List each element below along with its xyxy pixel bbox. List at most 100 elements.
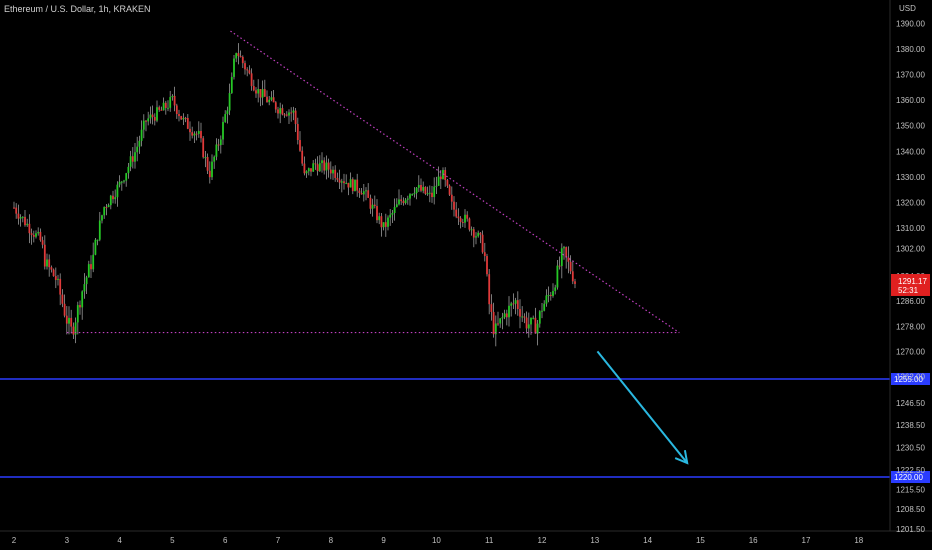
candle-up xyxy=(92,254,95,270)
candle-down xyxy=(380,216,383,228)
candle-down xyxy=(178,113,180,117)
candle-up xyxy=(521,316,524,318)
candle-down xyxy=(244,63,246,70)
candle-up xyxy=(321,160,323,164)
candle-down xyxy=(450,194,453,202)
x-tick-label: 9 xyxy=(381,536,386,545)
candle-up xyxy=(312,163,315,172)
candle-down xyxy=(237,53,240,57)
candle-down xyxy=(17,213,20,219)
candle-down xyxy=(59,278,62,295)
candle-up xyxy=(76,305,79,323)
chart-title: Ethereum / U.S. Dollar, 1h, KRAKEN xyxy=(4,4,151,14)
candle-down xyxy=(314,163,317,165)
candle-up xyxy=(387,217,389,227)
candle-up xyxy=(204,157,207,159)
candle-up xyxy=(109,195,112,206)
candle-down xyxy=(105,207,108,209)
candle-up xyxy=(560,248,563,267)
last-price-badge xyxy=(891,273,930,296)
candle-down xyxy=(43,244,46,267)
candle-down xyxy=(347,182,350,188)
candle-up xyxy=(349,179,352,188)
candle-up xyxy=(162,102,165,111)
descending-trendline[interactable] xyxy=(230,30,680,334)
x-tick-label: 16 xyxy=(749,536,758,545)
candle-up xyxy=(563,247,565,249)
x-tick-label: 15 xyxy=(696,536,705,545)
y-tick-label: 1201.50 xyxy=(896,525,925,534)
candle-up xyxy=(541,310,543,312)
candle-up xyxy=(19,217,22,219)
y-tick-label: 1238.50 xyxy=(896,421,925,430)
candle-down xyxy=(90,264,92,270)
x-tick-label: 11 xyxy=(485,536,494,545)
candle-down xyxy=(336,177,339,180)
x-tick-label: 5 xyxy=(170,536,175,545)
candle-down xyxy=(195,133,198,135)
candle-down xyxy=(534,317,537,334)
candle-down xyxy=(160,109,163,111)
level-price-label: 1255.00 xyxy=(894,375,923,384)
candle-down xyxy=(39,231,42,241)
y-tick-label: 1208.50 xyxy=(896,505,925,514)
candle-up xyxy=(107,205,110,208)
x-tick-label: 10 xyxy=(432,536,441,545)
candle-up xyxy=(435,185,438,187)
candle-up xyxy=(142,120,145,130)
candle-down xyxy=(512,303,515,305)
candle-up xyxy=(182,117,185,120)
candle-up xyxy=(508,305,510,318)
candle-down xyxy=(164,102,167,108)
candle-down xyxy=(41,240,44,245)
candle-up xyxy=(391,212,394,215)
y-tick-label: 1370.00 xyxy=(896,71,925,80)
candle-up xyxy=(292,110,295,113)
candle-down xyxy=(373,204,376,207)
candle-down xyxy=(30,233,33,235)
candle-up xyxy=(57,278,59,280)
candle-up xyxy=(503,313,506,318)
candle-up xyxy=(140,129,143,141)
candle-down xyxy=(72,326,75,335)
candle-down xyxy=(52,269,55,277)
candle-up xyxy=(193,133,196,136)
candle-down xyxy=(303,163,306,174)
candle-down xyxy=(497,323,499,325)
candle-up xyxy=(228,93,231,111)
candle-down xyxy=(316,164,319,172)
candle-up xyxy=(547,295,550,297)
candle-up xyxy=(426,193,429,195)
bearish-arrow-head[interactable] xyxy=(674,450,689,465)
y-tick-label: 1262.00 xyxy=(896,373,925,382)
candle-up xyxy=(81,291,84,308)
candle-up xyxy=(477,232,480,237)
candle-up xyxy=(26,223,29,226)
y-tick-label: 1302.00 xyxy=(896,244,925,253)
candle-up xyxy=(362,191,365,195)
candle-up xyxy=(147,118,150,122)
candle-down xyxy=(402,201,405,204)
candle-up xyxy=(74,322,77,335)
candle-down xyxy=(32,234,35,237)
candle-down xyxy=(420,185,422,191)
candle-down xyxy=(294,110,297,125)
candle-down xyxy=(459,218,462,222)
candle-up xyxy=(382,222,385,228)
candle-down xyxy=(490,304,493,312)
y-tick-label: 1340.00 xyxy=(896,147,925,156)
candle-down xyxy=(481,234,484,253)
candle-down xyxy=(145,120,147,122)
candle-down xyxy=(549,295,552,297)
x-tick-label: 13 xyxy=(590,536,599,545)
candle-down xyxy=(384,222,387,227)
candle-up xyxy=(138,140,141,147)
candle-down xyxy=(290,112,293,114)
candle-up xyxy=(345,182,348,184)
candle-up xyxy=(96,239,99,241)
y-tick-label: 1270.00 xyxy=(896,347,925,356)
candle-down xyxy=(153,117,156,121)
bearish-arrow-shaft[interactable] xyxy=(596,350,688,464)
x-tick-label: 3 xyxy=(65,536,70,545)
